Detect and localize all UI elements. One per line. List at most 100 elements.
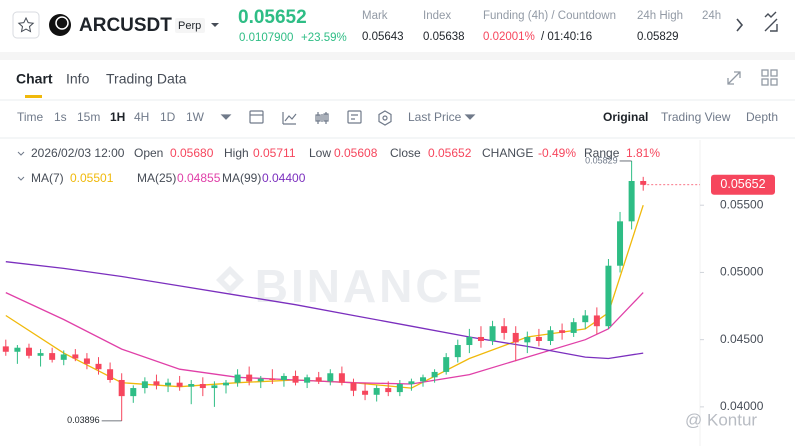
last-price: 0.05652	[238, 7, 307, 28]
stat-value: / 01:40:16	[541, 31, 592, 43]
toolbar-icons[interactable]	[220, 110, 476, 126]
candle-body	[176, 382, 183, 387]
watermark-logo	[216, 266, 244, 294]
interval[interactable]: 1H	[110, 110, 125, 124]
candle-body	[396, 384, 403, 393]
candle-body	[454, 345, 461, 358]
candle-body	[199, 384, 206, 389]
stat-value: 0.02001%	[483, 31, 535, 43]
legend-value: 0.04855	[177, 171, 221, 185]
candle-body	[559, 330, 566, 333]
info-label: Range	[584, 146, 620, 160]
settings-icon[interactable]	[764, 11, 778, 32]
expand-icon[interactable]	[727, 71, 741, 85]
y-tick-label: 0.05500	[720, 197, 764, 211]
legend-name: MA(99)	[222, 171, 261, 185]
scroll-right[interactable]	[736, 18, 744, 32]
y-tick-label: 0.04000	[720, 399, 764, 413]
symbol[interactable]: ARCUSDT	[79, 15, 172, 36]
ma-line	[5, 261, 644, 360]
collapse-icon[interactable]	[17, 176, 25, 181]
candle-body	[49, 353, 56, 360]
price-tag: 0.05652	[720, 177, 765, 191]
candle-body	[408, 381, 415, 385]
candle-body	[547, 330, 554, 341]
candle-body	[107, 369, 114, 380]
stat-label: 24h High	[637, 10, 683, 22]
tab[interactable]: Info	[66, 71, 90, 87]
star-icon	[17, 16, 35, 33]
candle-body	[582, 315, 589, 323]
candle-body	[489, 326, 496, 341]
candle-body	[269, 378, 276, 380]
candle-body	[628, 181, 635, 222]
contract: Perp	[178, 20, 201, 32]
candle-body	[130, 388, 137, 397]
info-date: 2026/02/03 12:00	[31, 146, 125, 160]
candle-body	[280, 375, 287, 380]
layout-icon[interactable]	[761, 69, 778, 86]
change-pct: +23.59%	[301, 32, 347, 44]
dropdown-icon[interactable]	[211, 23, 219, 27]
candle-body	[188, 384, 195, 387]
candle-body	[605, 265, 612, 327]
candle-body	[72, 354, 79, 359]
info-value: 0.05608	[334, 146, 378, 160]
interval[interactable]: Time	[17, 110, 44, 124]
overlay-mark: @ Kontur	[685, 410, 757, 429]
tab[interactable]: Trading Data	[106, 71, 187, 87]
candle-body	[640, 181, 647, 185]
candle-body	[60, 354, 67, 360]
stat-label: Funding (4h) / Countdown	[483, 10, 616, 22]
info-label: Low	[309, 146, 331, 160]
legend-value: 0.05501	[70, 171, 114, 185]
info-value: 1.81%	[626, 146, 660, 160]
candle-body	[315, 377, 322, 382]
interval[interactable]: 15m	[77, 110, 100, 124]
candle-body	[37, 353, 44, 356]
view-option[interactable]: Original	[603, 110, 648, 124]
favorite-button[interactable]	[12, 11, 40, 39]
view-option[interactable]: Trading View	[661, 110, 731, 124]
view-option[interactable]: Depth	[746, 110, 778, 124]
y-tick-label: 0.05000	[720, 265, 764, 279]
candle-body	[593, 315, 600, 327]
candle-body	[292, 375, 299, 383]
info-value: -0.49%	[538, 146, 576, 160]
interval[interactable]: 1s	[54, 110, 67, 124]
candle-body	[141, 381, 148, 389]
tab[interactable]: Chart	[16, 71, 53, 87]
candle-body	[222, 382, 229, 386]
candle-body	[95, 363, 102, 370]
fade	[718, 0, 795, 50]
candle-body	[338, 373, 345, 383]
collapse-icon[interactable]	[17, 151, 25, 156]
candle-body	[420, 377, 427, 382]
interval[interactable]: 1D	[160, 110, 176, 124]
candle-body	[327, 373, 334, 382]
high-label: 0.05829	[585, 155, 618, 165]
candle-body	[25, 347, 32, 356]
candle-body	[477, 336, 484, 341]
candle-body	[535, 336, 542, 341]
coin-icon	[49, 14, 71, 36]
legend-value: 0.04400	[262, 171, 306, 185]
info-label: CHANGE	[482, 146, 533, 160]
legend-name: MA(7)	[31, 171, 64, 185]
candle-body	[501, 326, 508, 333]
candle-body	[466, 336, 473, 346]
info-label: Open	[134, 146, 163, 160]
candle-body	[118, 379, 125, 397]
low-label: 0.03896	[67, 415, 100, 425]
price-type[interactable]: Last Price	[408, 110, 462, 124]
stat-label: 24h	[702, 10, 721, 22]
separator	[0, 52, 795, 60]
candle-body	[443, 357, 450, 372]
y-tick-label: 0.04500	[720, 332, 764, 346]
interval[interactable]: 4H	[134, 110, 149, 124]
candle-body	[83, 358, 90, 364]
candle-body	[524, 336, 531, 343]
interval[interactable]: 1W	[186, 110, 205, 124]
info-value: 0.05652	[428, 146, 472, 160]
